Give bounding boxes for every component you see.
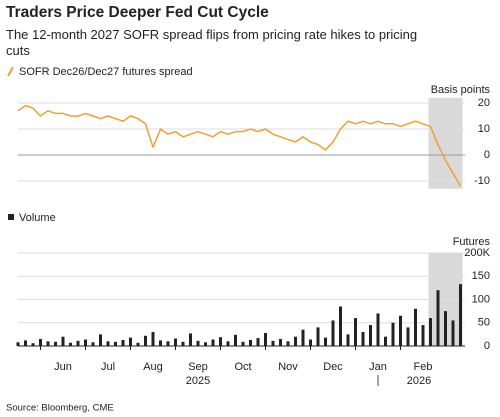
- bar: [234, 334, 237, 346]
- line-series: [17, 104, 462, 187]
- bar: [196, 340, 200, 346]
- bar: [429, 318, 432, 346]
- bar: [316, 327, 320, 346]
- bar: [286, 341, 290, 346]
- bar: [114, 341, 117, 346]
- year-label: 2026: [407, 375, 431, 387]
- bar: [129, 337, 132, 346]
- y-tick-label: 100: [472, 293, 490, 305]
- bar: [69, 342, 72, 346]
- bar: [331, 320, 335, 346]
- bar: [414, 308, 417, 346]
- bar: [46, 341, 50, 346]
- bar: [249, 339, 252, 346]
- bar: [294, 336, 297, 346]
- bar: [106, 341, 110, 346]
- legend-square-icon: [8, 214, 14, 220]
- highlight-band: [428, 97, 463, 189]
- y-tick-label: 150: [472, 270, 490, 282]
- chart-subtitle: The 12-month 2027 SOFR spread flips from…: [6, 27, 417, 58]
- x-tick-label: Jan: [369, 361, 387, 373]
- bar: [421, 325, 425, 346]
- bar: [301, 329, 305, 346]
- bar: [399, 315, 402, 346]
- y-tick-label: 0: [484, 149, 490, 161]
- bar: [24, 340, 27, 346]
- bar: [346, 334, 350, 346]
- y-axis-label: Futures: [453, 236, 491, 248]
- bar: [309, 339, 312, 346]
- bar: [84, 339, 87, 346]
- y-tick-label: 200K: [464, 247, 490, 259]
- bar: [99, 334, 102, 346]
- bar: [144, 335, 147, 346]
- bar: [339, 306, 342, 346]
- bar: [376, 313, 380, 346]
- x-tick-label: Feb: [414, 361, 433, 373]
- bar: [39, 339, 42, 346]
- bar: [189, 333, 192, 346]
- bar: [211, 339, 215, 346]
- bar: [361, 332, 365, 346]
- bar: [384, 336, 387, 346]
- x-tick-label: Oct: [234, 361, 251, 373]
- bar: [151, 332, 155, 346]
- bar: [136, 342, 140, 346]
- bar: [256, 338, 260, 346]
- bar: [91, 342, 95, 346]
- bar: [354, 318, 357, 346]
- x-tick-label: Sep: [188, 361, 208, 373]
- x-tick-label: Aug: [143, 361, 163, 373]
- bar: [451, 320, 455, 346]
- bar: [226, 341, 230, 346]
- bar: [444, 311, 447, 346]
- bar: [76, 340, 80, 346]
- bar: [459, 284, 462, 346]
- bar: [174, 338, 177, 346]
- y-axis-label: Basis points: [431, 84, 491, 96]
- y-tick-label: -10: [474, 175, 490, 187]
- source: Source: Bloomberg, CME: [6, 403, 114, 414]
- bar: [406, 327, 410, 346]
- legend-label: Volume: [19, 212, 56, 224]
- bar: [181, 341, 185, 346]
- bar: [61, 336, 65, 346]
- bar: [219, 337, 222, 346]
- y-tick-label: 0: [484, 340, 490, 352]
- bar: [241, 341, 245, 346]
- y-tick-label: 20: [478, 97, 490, 109]
- bar: [16, 342, 20, 346]
- bar: [391, 322, 395, 346]
- bar: [159, 340, 162, 346]
- bar: [369, 325, 372, 346]
- bar: [31, 343, 35, 346]
- bar: [204, 342, 207, 346]
- x-tick-label: Nov: [278, 361, 298, 373]
- legend-label: SOFR Dec26/Dec27 futures spread: [19, 66, 193, 78]
- bar: [166, 341, 170, 346]
- chart-title: Traders Price Deeper Fed Cut Cycle: [6, 4, 269, 21]
- year-label: 2025: [186, 375, 210, 387]
- y-tick-label: 50: [478, 317, 490, 329]
- bar: [279, 339, 282, 346]
- x-tick-label: Jun: [54, 361, 72, 373]
- bar: [271, 340, 275, 346]
- bar: [121, 339, 125, 346]
- y-tick-label: 10: [478, 123, 490, 135]
- bar: [436, 290, 440, 346]
- bar: [324, 337, 327, 346]
- bar: [54, 341, 57, 346]
- x-tick-label: Jul: [101, 361, 115, 373]
- bar: [264, 332, 267, 346]
- legend-line-icon: [7, 66, 14, 77]
- x-tick-label: Dec: [323, 361, 343, 373]
